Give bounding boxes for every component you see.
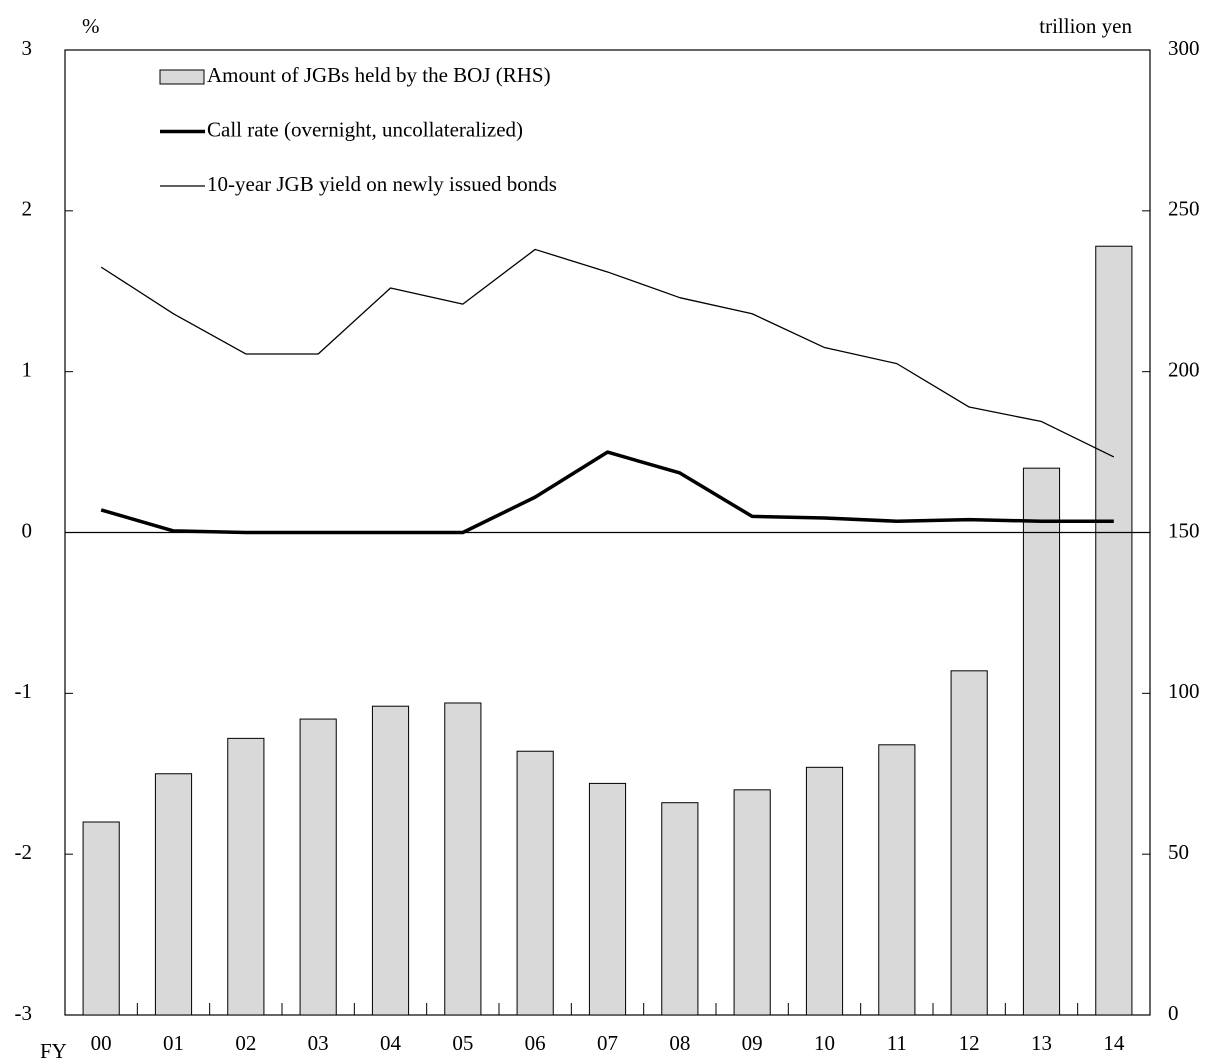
- bar: [661, 802, 699, 1016]
- x-tick-label: 02: [235, 1031, 256, 1055]
- legend-label: Call rate (overnight, uncollateralized): [207, 117, 523, 141]
- x-tick-label: 04: [380, 1031, 402, 1055]
- y-tick-label: -3: [15, 1001, 33, 1025]
- legend-label: 10-year JGB yield on newly issued bonds: [207, 172, 557, 196]
- x-tick-label: 14: [1103, 1031, 1125, 1055]
- x-tick-label: 05: [452, 1031, 473, 1055]
- bar: [805, 766, 844, 1016]
- y2-tick-label: 200: [1168, 357, 1200, 381]
- bar: [154, 773, 193, 1016]
- y2-tick-label: 300: [1168, 36, 1200, 60]
- y-tick-label: -2: [15, 840, 33, 864]
- bar: [950, 670, 988, 1016]
- x-tick-label: 09: [742, 1031, 763, 1055]
- line: [100, 450, 1114, 535]
- y2-axis-label: trillion yen: [1039, 14, 1132, 38]
- x-axis-label: FY: [40, 1039, 67, 1063]
- y2-tick-label: 50: [1168, 840, 1189, 864]
- x-tick-label: 06: [525, 1031, 546, 1055]
- y-tick-label: 0: [22, 518, 33, 542]
- line: [100, 248, 1115, 458]
- y-axis-label: %: [82, 14, 100, 38]
- y2-tick-label: 250: [1168, 197, 1200, 221]
- bar: [516, 750, 554, 1016]
- y-tick-label: 1: [22, 357, 33, 381]
- y2-tick-label: 150: [1168, 518, 1200, 542]
- y-tick-label: 3: [22, 36, 33, 60]
- bar: [878, 744, 916, 1016]
- y2-tick-label: 100: [1168, 679, 1200, 703]
- x-tick-label: 10: [814, 1031, 835, 1055]
- x-tick-label: 13: [1031, 1031, 1052, 1055]
- bar: [371, 705, 410, 1016]
- x-tick-label: 07: [597, 1031, 618, 1055]
- bar: [1095, 245, 1133, 1016]
- x-tick-label: 08: [669, 1031, 690, 1055]
- bar: [588, 782, 627, 1016]
- x-tick-label: 11: [887, 1031, 907, 1055]
- x-tick-label: 03: [308, 1031, 329, 1055]
- x-tick-label: 12: [959, 1031, 980, 1055]
- bar: [82, 821, 120, 1016]
- y-tick-label: 2: [22, 197, 33, 221]
- bar: [444, 702, 482, 1016]
- legend-label: Amount of JGBs held by the BOJ (RHS): [207, 63, 551, 87]
- bar: [733, 789, 771, 1016]
- x-tick-label: 00: [91, 1031, 112, 1055]
- bar: [299, 718, 337, 1016]
- y2-tick-label: 0: [1168, 1001, 1179, 1025]
- x-tick-label: 01: [163, 1031, 184, 1055]
- bar: [1022, 467, 1061, 1016]
- legend-swatch: [159, 69, 205, 85]
- y-tick-label: -1: [15, 679, 33, 703]
- bar: [227, 737, 265, 1016]
